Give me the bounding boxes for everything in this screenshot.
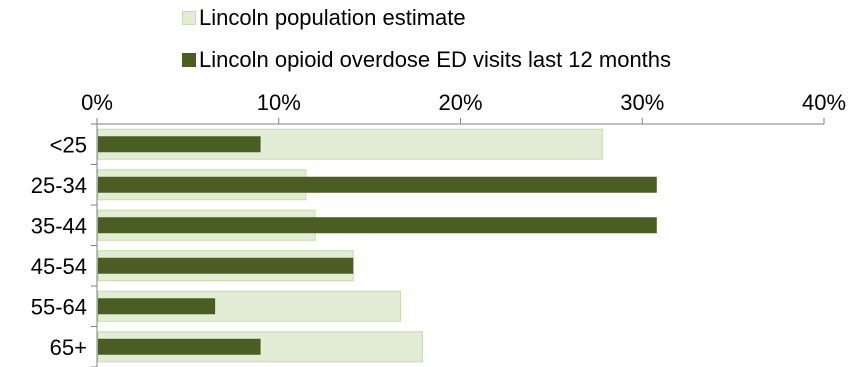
bar-ed-visits xyxy=(98,298,216,315)
x-tick-label: 10% xyxy=(257,90,301,115)
y-tick-label: 35-44 xyxy=(31,213,87,238)
bar-ed-visits xyxy=(98,257,354,274)
y-tick-label: 25-34 xyxy=(31,173,87,198)
x-tick-label: 30% xyxy=(620,90,664,115)
y-tick-label: <25 xyxy=(50,132,87,157)
bar-ed-visits xyxy=(98,338,261,355)
legend-label-ed-visits: Lincoln opioid overdose ED visits last 1… xyxy=(199,47,672,72)
legend-item-ed-visits: Lincoln opioid overdose ED visits last 1… xyxy=(182,47,671,73)
x-tick-label: 0% xyxy=(81,90,113,115)
legend-swatch-ed-visits xyxy=(182,53,196,67)
x-tick-label: 20% xyxy=(438,90,482,115)
x-tick-label: 40% xyxy=(802,90,846,115)
bar-population xyxy=(97,290,402,322)
legend-label-population: Lincoln population estimate xyxy=(199,5,466,30)
y-tick-label: 65+ xyxy=(50,335,87,360)
legend-item-population: Lincoln population estimate xyxy=(182,5,466,31)
y-tick-label: 55-64 xyxy=(31,294,87,319)
bar-ed-visits xyxy=(98,176,657,193)
bar-ed-visits xyxy=(98,136,261,153)
bar-ed-visits xyxy=(98,217,657,234)
legend-swatch-population xyxy=(182,11,196,25)
y-tick-label: 45-54 xyxy=(31,254,87,279)
